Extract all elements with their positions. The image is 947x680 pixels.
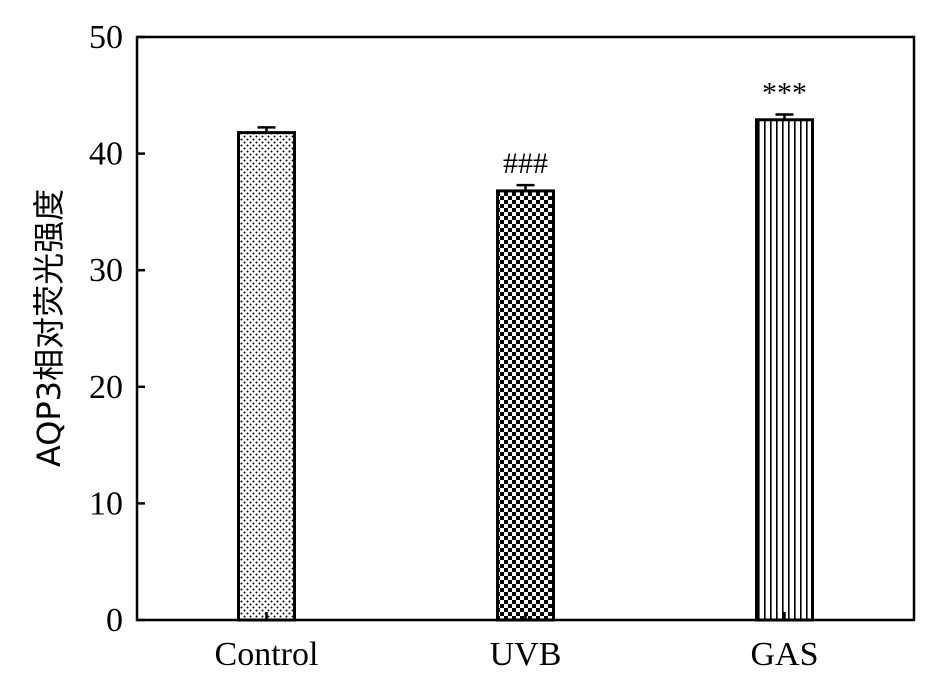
bar-gas [755, 118, 814, 622]
y-tick-label: 20 [89, 369, 123, 406]
y-tick-label: 40 [89, 136, 123, 173]
y-axis-label: AQP3相对荧光强度 [30, 189, 68, 467]
x-tick-label: GAS [750, 636, 818, 673]
x-tick-label: Control [215, 636, 319, 673]
bar-uvb [496, 189, 555, 622]
significance-label: ### [503, 147, 548, 180]
y-tick-label: 30 [89, 252, 123, 289]
x-axis: Control UVB GAS [215, 612, 819, 673]
significance-label: *** [762, 77, 807, 110]
y-tick-label: 10 [89, 485, 123, 522]
y-axis: 0 10 20 30 40 50 [89, 19, 145, 639]
x-tick-label: UVB [490, 636, 562, 673]
bars: ### *** [237, 77, 814, 622]
y-tick-label: 50 [89, 19, 123, 56]
bar-control [237, 131, 296, 622]
y-tick-label: 0 [106, 602, 123, 639]
